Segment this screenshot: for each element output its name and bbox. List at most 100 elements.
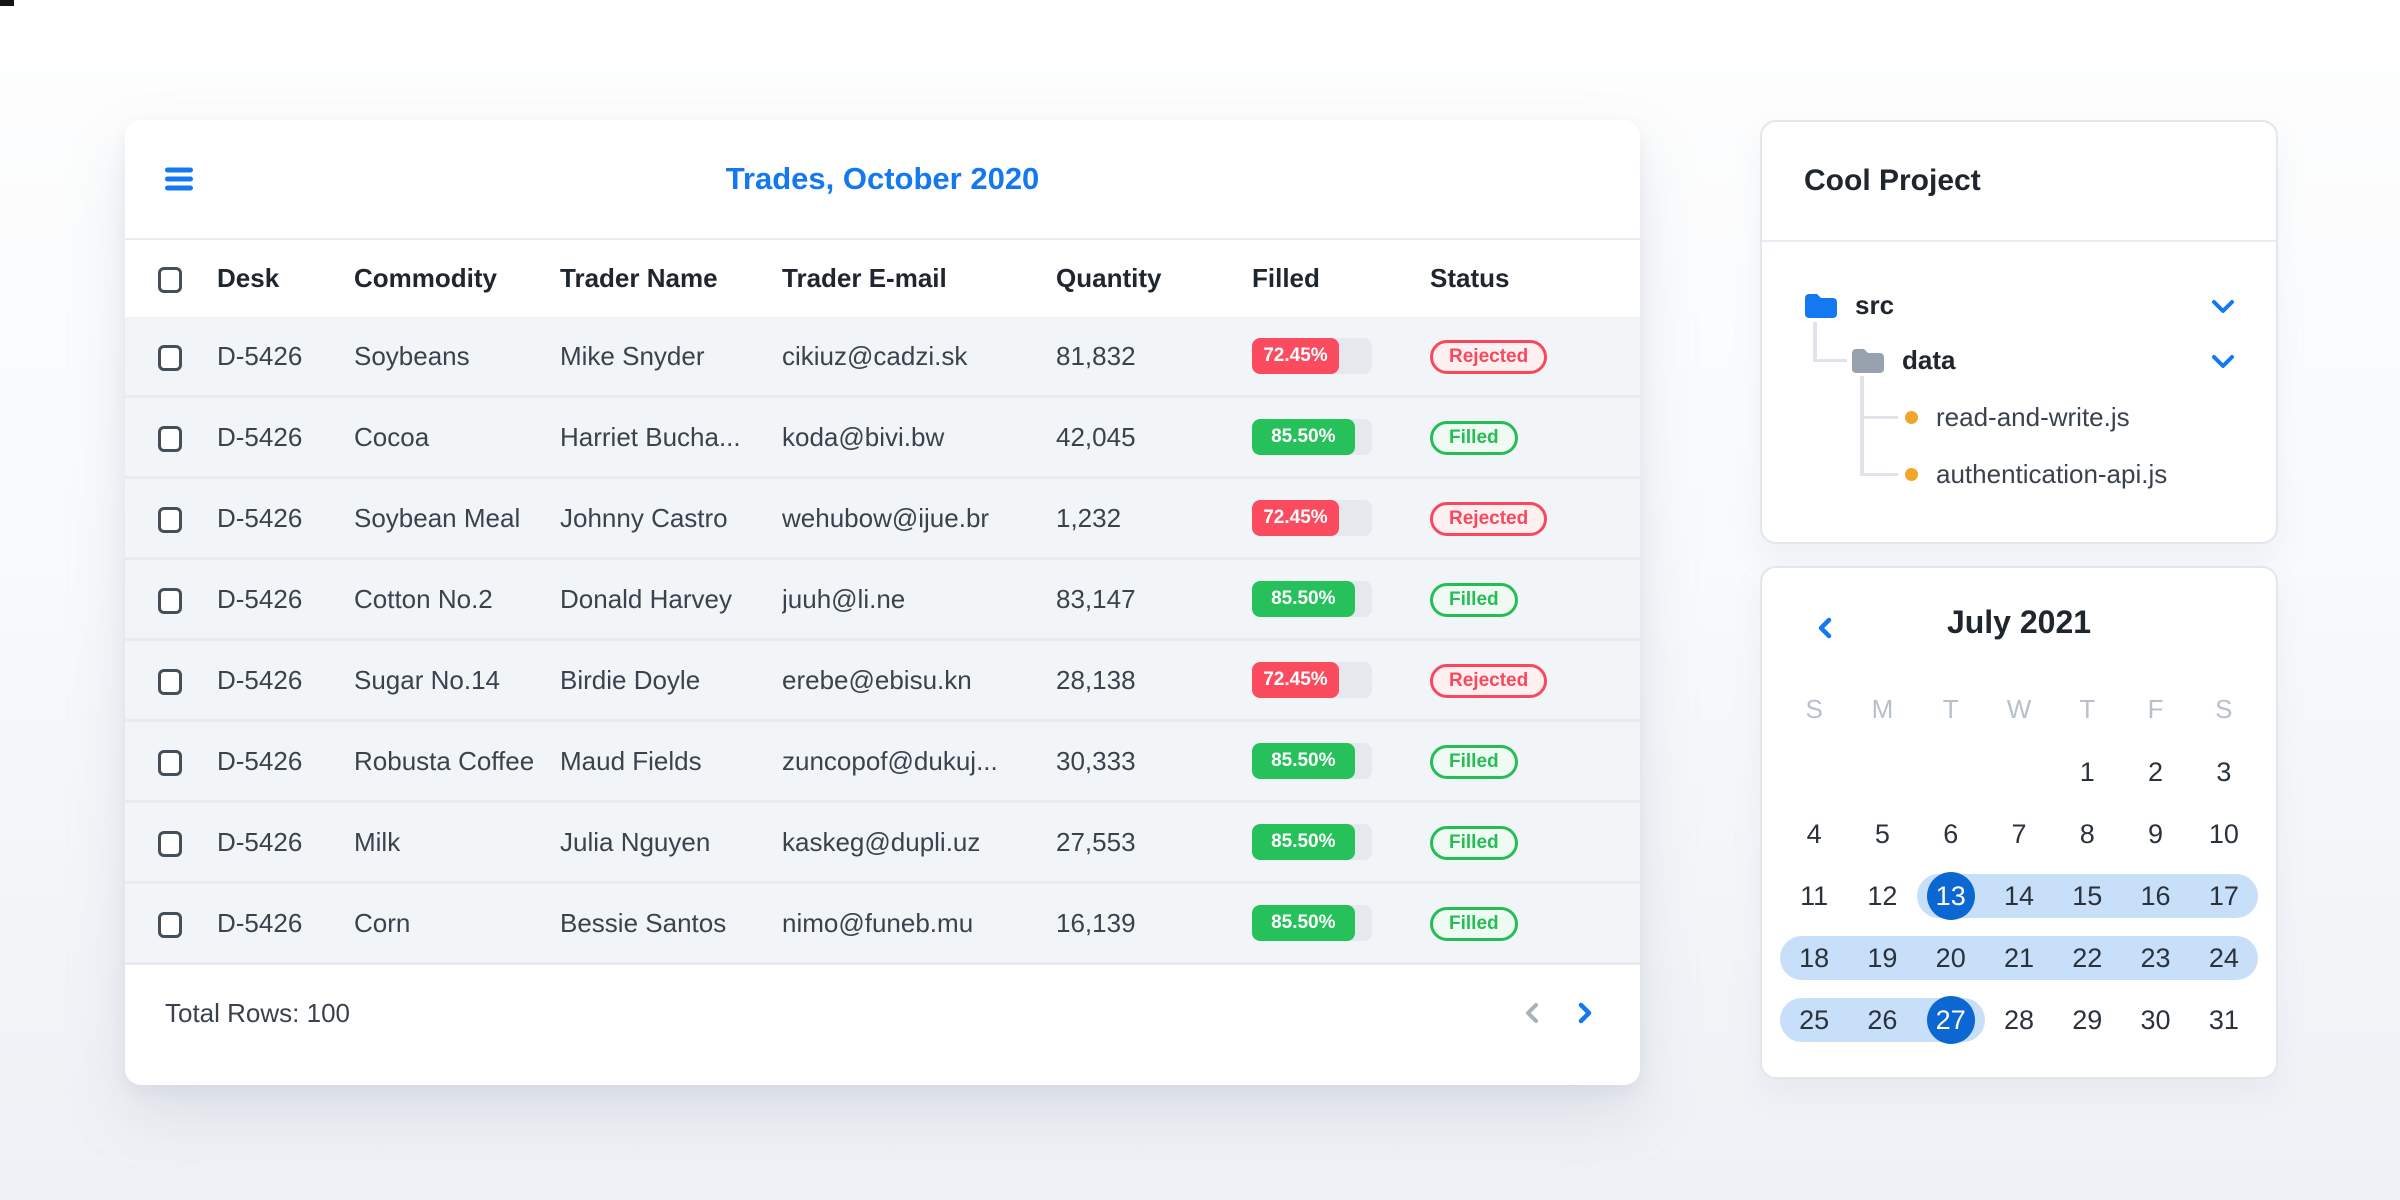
cell-desk: D-5426 <box>217 396 354 479</box>
table-row[interactable]: D-5426 Soybean Meal Johnny Castro wehubow@i… <box>125 477 1640 560</box>
calendar-day[interactable]: 3 <box>2190 741 2258 803</box>
pagination <box>1517 997 1600 1029</box>
tree-folder-data[interactable]: data <box>1850 335 1955 385</box>
calendar-day[interactable]: 15 <box>2053 865 2122 927</box>
trades-title: Trades, October 2020 <box>725 161 1040 196</box>
calendar-day[interactable]: 12 <box>1848 865 1916 927</box>
day-number: 17 <box>2208 880 2239 911</box>
calendar-day[interactable]: 11 <box>1780 865 1848 927</box>
calendar-day-selected[interactable]: 27 <box>1916 989 1985 1051</box>
calendar-day[interactable]: 18 <box>1780 927 1849 989</box>
cell-quantity: 27,553 <box>1056 801 1252 884</box>
day-number: 28 <box>2003 1004 2035 1035</box>
table-row[interactable]: D-5426 Robusta Coffee Maud Fields zuncopof@… <box>125 720 1640 803</box>
calendar-day[interactable]: 14 <box>1984 865 2054 927</box>
calendar-day[interactable]: 7 <box>1985 803 2053 865</box>
row-checkbox[interactable] <box>158 830 182 857</box>
calendar-day[interactable]: 8 <box>2053 803 2121 865</box>
row-checkbox[interactable] <box>158 587 182 614</box>
tree-file[interactable]: read-and-write.js <box>1905 392 2130 442</box>
cell-email: cikiuz@cadzi.sk <box>782 317 1056 398</box>
day-number: 3 <box>2216 756 2232 787</box>
calendar-day[interactable]: 25 <box>1780 989 1849 1051</box>
cell-filled: 85.50% <box>1252 558 1430 641</box>
day-number: 31 <box>2208 1004 2239 1035</box>
calendar-day[interactable]: 30 <box>2121 989 2189 1051</box>
cell-checkbox <box>125 477 217 560</box>
calendar-day[interactable]: 1 <box>2053 741 2121 803</box>
day-header: T <box>2079 693 2096 724</box>
calendar-day[interactable]: 20 <box>1916 927 1985 989</box>
calendar-day-selected[interactable]: 13 <box>1916 865 1985 927</box>
tree-file[interactable]: authentication-api.js <box>1905 449 2167 499</box>
calendar-day[interactable]: 28 <box>1985 989 2053 1051</box>
calendar-day[interactable]: 16 <box>2121 865 2190 927</box>
calendar-day[interactable]: 22 <box>2053 927 2122 989</box>
calendar-day[interactable]: 19 <box>1848 927 1917 989</box>
calendar-day[interactable]: 31 <box>2190 989 2258 1051</box>
prev-page-button[interactable] <box>1517 997 1547 1029</box>
calendar-day[interactable]: 5 <box>1848 803 1916 865</box>
calendar-day[interactable]: 10 <box>2190 803 2258 865</box>
cell-email: wehubow@ijue.br <box>782 477 1056 560</box>
cell-trader: Birdie Doyle <box>560 639 782 722</box>
cell-desk: D-5426 <box>217 801 354 884</box>
calendar-day[interactable]: 29 <box>2053 989 2121 1051</box>
select-all-checkbox[interactable] <box>158 267 182 294</box>
calendar-day[interactable]: 23 <box>2121 927 2190 989</box>
cell-filled: 72.45% <box>1252 639 1430 722</box>
tree-connector <box>1860 415 1898 419</box>
cell-filled: 72.45% <box>1252 477 1430 560</box>
cell-commodity: Milk <box>354 801 560 884</box>
table-row[interactable]: D-5426 Milk Julia Nguyen kaskeg@dupli.uz 27,… <box>125 801 1640 884</box>
header-checkbox-cell <box>125 240 217 317</box>
day-header: T <box>1942 693 1959 724</box>
table-row[interactable]: D-5426 Corn Bessie Santos nimo@funeb.mu 16,1… <box>125 882 1640 965</box>
calendar-day[interactable]: 2 <box>2121 741 2189 803</box>
cell-desk: D-5426 <box>217 558 354 641</box>
day-number: 19 <box>1867 942 1898 973</box>
cell-commodity: Soybeans <box>354 317 560 398</box>
calendar-day[interactable]: 17 <box>2189 865 2258 927</box>
column-header-filled: Filled <box>1252 240 1430 317</box>
calendar-empty-cell <box>1917 741 1985 803</box>
calendar-day[interactable]: 26 <box>1848 989 1917 1051</box>
calendar-empty-cell <box>1848 741 1916 803</box>
cell-status: Rejected <box>1430 639 1640 722</box>
tree-connector <box>1813 358 1847 362</box>
calendar-grid: 1 2 3 4 5 6 7 8 9 10 11 12 13 14 15 16 17 18 19 20 21 22 23 24 2… <box>1780 741 2258 1051</box>
cell-checkbox <box>125 396 217 479</box>
row-checkbox[interactable] <box>158 506 182 533</box>
table-row[interactable]: D-5426 Sugar No.14 Birdie Doyle erebe@ebisu… <box>125 639 1640 722</box>
day-number: 6 <box>1943 818 1959 849</box>
menu-icon[interactable] <box>165 167 193 191</box>
table-row[interactable]: D-5426 Cotton No.2 Donald Harvey juuh@li.ne… <box>125 558 1640 641</box>
chevron-down-icon[interactable] <box>2210 296 2236 316</box>
row-checkbox[interactable] <box>158 668 182 695</box>
day-number: 7 <box>2011 818 2027 849</box>
range-highlight <box>2121 874 2190 918</box>
cell-email: nimo@funeb.mu <box>782 882 1056 965</box>
calendar-day[interactable]: 4 <box>1780 803 1848 865</box>
row-checkbox[interactable] <box>158 425 182 452</box>
calendar-day[interactable]: 21 <box>1984 927 2054 989</box>
row-checkbox[interactable] <box>158 911 182 938</box>
calendar-day[interactable]: 24 <box>2189 927 2258 989</box>
calendar-day[interactable]: 6 <box>1917 803 1985 865</box>
filled-progress-bar: 85.50% <box>1252 743 1372 779</box>
chevron-down-icon[interactable] <box>2210 351 2236 371</box>
next-page-button[interactable] <box>1570 997 1600 1029</box>
cell-checkbox <box>125 882 217 965</box>
day-number: 20 <box>1935 942 1966 973</box>
calendar-prev-month-button[interactable] <box>1810 608 1840 648</box>
table-row[interactable]: D-5426 Soybeans Mike Snyder cikiuz@cadzi.sk… <box>125 317 1640 398</box>
selected-day-circle: 13 <box>1926 872 1975 920</box>
row-checkbox[interactable] <box>158 749 182 776</box>
tree-folder-src[interactable]: src <box>1803 280 1894 330</box>
project-card-header: Cool Project <box>1762 122 2276 242</box>
table-row[interactable]: D-5426 Cocoa Harriet Bucha... koda@bivi.bw 4… <box>125 396 1640 479</box>
trades-table: Desk Commodity Trader Name Trader E-mail… <box>125 240 1640 965</box>
row-checkbox[interactable] <box>158 344 182 371</box>
calendar-day[interactable]: 9 <box>2121 803 2189 865</box>
